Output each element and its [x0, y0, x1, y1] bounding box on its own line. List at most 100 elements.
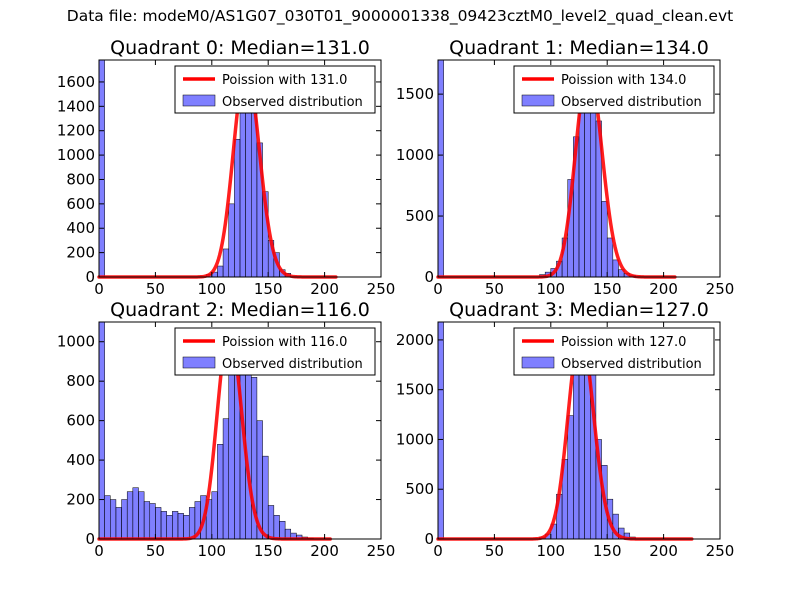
y-tick-label: 800: [66, 170, 95, 188]
x-tick-label: 100: [536, 542, 565, 560]
x-tick-label: 100: [536, 280, 565, 298]
panel-q1: 0 50 100 150 200 250 0 500 1000 1500 Quadrant 1: M…: [396, 37, 735, 298]
legend-observed-label: Observed distribution: [222, 95, 363, 110]
histogram-bar: [104, 495, 111, 540]
histogram-bar: [612, 259, 619, 278]
histogram-bar: [172, 511, 179, 540]
histogram-bar: [166, 515, 173, 540]
y-tick-label: 200: [66, 491, 95, 509]
y-tick-label: 0: [85, 530, 95, 548]
histogram-bar: [267, 505, 275, 540]
histogram-bar: [590, 98, 597, 278]
y-tick-label: 600: [66, 412, 95, 430]
plot-frame: [98, 59, 382, 278]
histogram-bar: [217, 444, 224, 540]
plot-frame: [437, 321, 721, 540]
panel-q3: 0 50 100 150 200 250 0 500 1000 1500 2000 Quadrant …: [396, 299, 735, 560]
y-tick-label: 200: [66, 244, 95, 262]
histogram-bar: [273, 515, 280, 540]
histogram-bar: [121, 499, 128, 540]
x-tick-label: 150: [593, 542, 622, 560]
y-tick-label: 1000: [396, 430, 434, 448]
panel-title: Quadrant 2: Median=116.0: [110, 299, 370, 321]
histogram-bar: [211, 491, 218, 540]
histogram-bar: [98, 321, 105, 540]
y-tick-label: 500: [405, 207, 434, 225]
panel-q0: 0 50 100 150 200 250 0 200 400 600 800 1000 1200 1400…: [57, 37, 396, 298]
y-tick-label: 0: [85, 268, 95, 286]
x-tick-label: 150: [254, 280, 283, 298]
histogram-bar: [437, 59, 444, 278]
histogram-bar: [606, 237, 614, 278]
panel-title: Quadrant 3: Median=127.0: [449, 299, 709, 321]
histogram-bar: [239, 99, 246, 278]
y-tick-label: 1600: [57, 73, 95, 91]
histogram-bar: [228, 371, 235, 540]
histogram-bar: [217, 265, 224, 278]
x-tick-label: 200: [649, 280, 678, 298]
y-tick-label: 1000: [396, 146, 434, 164]
x-tick-label: 50: [146, 542, 165, 560]
legend-observed-swatch: [521, 356, 555, 369]
x-tick-label: 100: [197, 542, 226, 560]
histogram-bar: [132, 487, 139, 540]
y-tick-label: 2000: [396, 331, 434, 349]
y-tick-label: 500: [405, 480, 434, 498]
histogram-bar: [601, 201, 608, 278]
x-tick-label: 0: [94, 280, 104, 298]
histogram-bar: [143, 501, 151, 540]
y-tick-label: 1500: [396, 381, 434, 399]
histogram-bar: [573, 361, 580, 540]
x-tick-label: 0: [433, 280, 443, 298]
y-tick-label: 0: [424, 268, 434, 286]
x-tick-label: 250: [367, 280, 396, 298]
y-tick-label: 1000: [57, 333, 95, 351]
panel-title: Quadrant 0: Median=131.0: [110, 37, 370, 59]
y-tick-label: 400: [66, 451, 95, 469]
histogram-bar: [183, 515, 190, 540]
panel-title: Quadrant 1: Median=134.0: [449, 37, 709, 59]
histogram-bar: [126, 491, 134, 540]
x-tick-label: 50: [146, 280, 165, 298]
histogram-bar: [222, 248, 229, 278]
legend-observed-swatch: [182, 94, 216, 107]
plot-frame: [98, 321, 382, 540]
x-tick-label: 250: [706, 542, 735, 560]
legend-poisson-label: Poission with 116.0: [222, 335, 347, 350]
histogram-bar: [155, 507, 162, 540]
y-tick-label: 1200: [57, 122, 95, 140]
x-tick-label: 200: [649, 542, 678, 560]
histogram-bar: [177, 513, 184, 540]
legend-observed-label: Observed distribution: [561, 95, 702, 110]
x-tick-label: 250: [367, 542, 396, 560]
y-tick-label: 600: [66, 195, 95, 213]
x-tick-label: 0: [433, 542, 443, 560]
x-tick-label: 100: [197, 280, 226, 298]
histogram-bar: [222, 418, 229, 540]
x-tick-label: 250: [706, 280, 735, 298]
legend-poisson-label: Poission with 134.0: [561, 73, 686, 88]
y-tick-label: 0: [424, 530, 434, 548]
y-tick-label: 1400: [57, 97, 95, 115]
y-tick-label: 800: [66, 372, 95, 390]
histogram-bar: [262, 455, 269, 540]
histogram-bar: [98, 59, 105, 278]
x-tick-label: 200: [310, 542, 339, 560]
histogram-bar: [160, 511, 167, 540]
plot-frame: [437, 59, 721, 278]
figure-suptitle: Data file: modeM0/AS1G07_030T01_90000013…: [66, 7, 734, 25]
y-tick-label: 1500: [396, 85, 434, 103]
y-tick-label: 400: [66, 219, 95, 237]
legend-poisson-label: Poission with 131.0: [222, 73, 347, 88]
histogram-bar: [437, 321, 444, 540]
y-tick-label: 1000: [57, 146, 95, 164]
histogram-bar: [138, 491, 145, 540]
legend-observed-swatch: [521, 94, 555, 107]
x-tick-label: 50: [485, 542, 504, 560]
panel-q2: 0 50 100 150 200 250 0 200 400 600 800 1000 Quadrant…: [57, 299, 396, 560]
legend-poisson-label: Poission with 127.0: [561, 335, 686, 350]
histogram-bar: [279, 520, 286, 540]
histogram-bar: [110, 499, 117, 540]
x-tick-label: 0: [94, 542, 104, 560]
